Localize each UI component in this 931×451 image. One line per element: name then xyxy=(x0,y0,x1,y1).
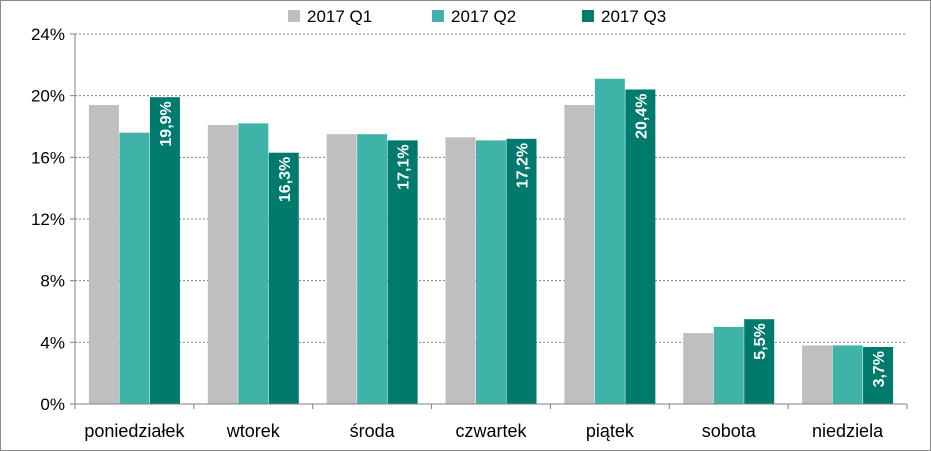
bar xyxy=(564,104,595,405)
bar xyxy=(594,78,625,404)
data-label: 3,7% xyxy=(871,351,888,387)
bar xyxy=(326,134,357,405)
y-tick-label: 20% xyxy=(31,87,65,106)
y-tick-label: 8% xyxy=(40,272,65,291)
y-tick-label: 24% xyxy=(31,25,65,44)
y-axis-ticks: 0% 4% 8% 12% 16% 20% 24% xyxy=(31,25,65,414)
bar xyxy=(357,134,388,405)
bar xyxy=(445,137,476,404)
legend-swatch xyxy=(582,10,594,22)
bar xyxy=(149,97,180,404)
data-label: 20,4% xyxy=(633,94,650,139)
bar xyxy=(387,140,418,404)
data-label: 19,9% xyxy=(158,101,175,146)
bar xyxy=(713,326,744,404)
legend-swatch xyxy=(432,10,444,22)
category-label: wtorek xyxy=(226,421,281,441)
category-label: czwartek xyxy=(455,421,527,441)
category-label: niedziela xyxy=(812,421,884,441)
data-label: 17,1% xyxy=(396,144,413,189)
bar xyxy=(744,319,775,404)
legend-label: 2017 Q1 xyxy=(307,7,372,26)
bar xyxy=(207,124,238,404)
legend-label: 2017 Q2 xyxy=(451,7,516,26)
x-axis-labels: poniedziałek wtorek środa czwartek piątek sob… xyxy=(84,421,884,441)
bar xyxy=(832,345,863,404)
bar xyxy=(238,123,269,405)
bar xyxy=(119,132,150,404)
bar xyxy=(683,333,714,404)
bars: 19,9% 16,3% 17,1% 17,2% 20,4% 5,5% 3,7% xyxy=(88,78,894,405)
bar xyxy=(88,104,119,405)
y-tick-label: 12% xyxy=(31,210,65,229)
category-label: poniedziałek xyxy=(84,421,185,441)
y-tick-label: 0% xyxy=(40,395,65,414)
legend-swatch xyxy=(288,10,300,22)
legend: 2017 Q1 2017 Q2 2017 Q3 xyxy=(288,7,666,26)
data-label: 16,3% xyxy=(277,157,294,202)
data-label: 5,5% xyxy=(752,323,769,359)
category-label: piątek xyxy=(586,421,635,441)
bar xyxy=(802,345,833,404)
bar xyxy=(863,346,894,404)
bar xyxy=(625,89,656,404)
category-label: środa xyxy=(350,421,396,441)
axes xyxy=(70,33,908,409)
y-tick-label: 16% xyxy=(31,148,65,167)
y-tick-label: 4% xyxy=(40,333,65,352)
data-label: 17,2% xyxy=(515,143,532,188)
category-label: sobota xyxy=(702,421,757,441)
bar xyxy=(268,152,299,404)
bar xyxy=(506,138,537,405)
legend-label: 2017 Q3 xyxy=(601,7,666,26)
bar xyxy=(476,140,506,404)
